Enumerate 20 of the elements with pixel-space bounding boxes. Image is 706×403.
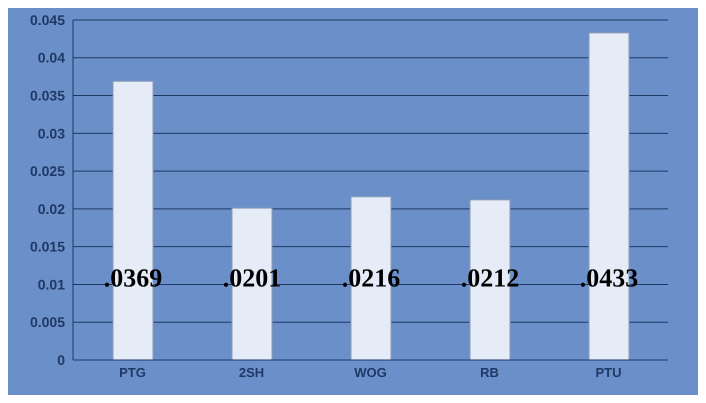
y-tick-label: 0.03 [38,125,66,142]
x-tick-label: 2SH [238,365,264,380]
data-label: .0216 [342,264,400,293]
y-tick-label: 0.035 [30,88,66,104]
y-tick-label: 0.04 [38,50,66,66]
y-tick-label: 0.045 [30,12,66,28]
x-tick-label: PTG [119,365,146,380]
y-tick-label: 0.01 [38,276,66,292]
x-tick-label: RB [480,365,499,380]
y-tick-label: 0.005 [30,314,66,330]
y-tick-label: 0.02 [38,200,66,217]
x-tick-label: WOG [354,365,387,380]
data-label: .0369 [104,264,162,293]
data-label: .0433 [580,264,638,293]
y-tick-label: 0.015 [30,238,66,255]
y-tick-label: 0 [57,352,66,368]
x-tick-label: PTU [596,365,622,380]
data-label: .0212 [460,264,520,293]
data-label: .0201 [222,264,282,293]
y-tick-label: 0.025 [30,163,66,180]
